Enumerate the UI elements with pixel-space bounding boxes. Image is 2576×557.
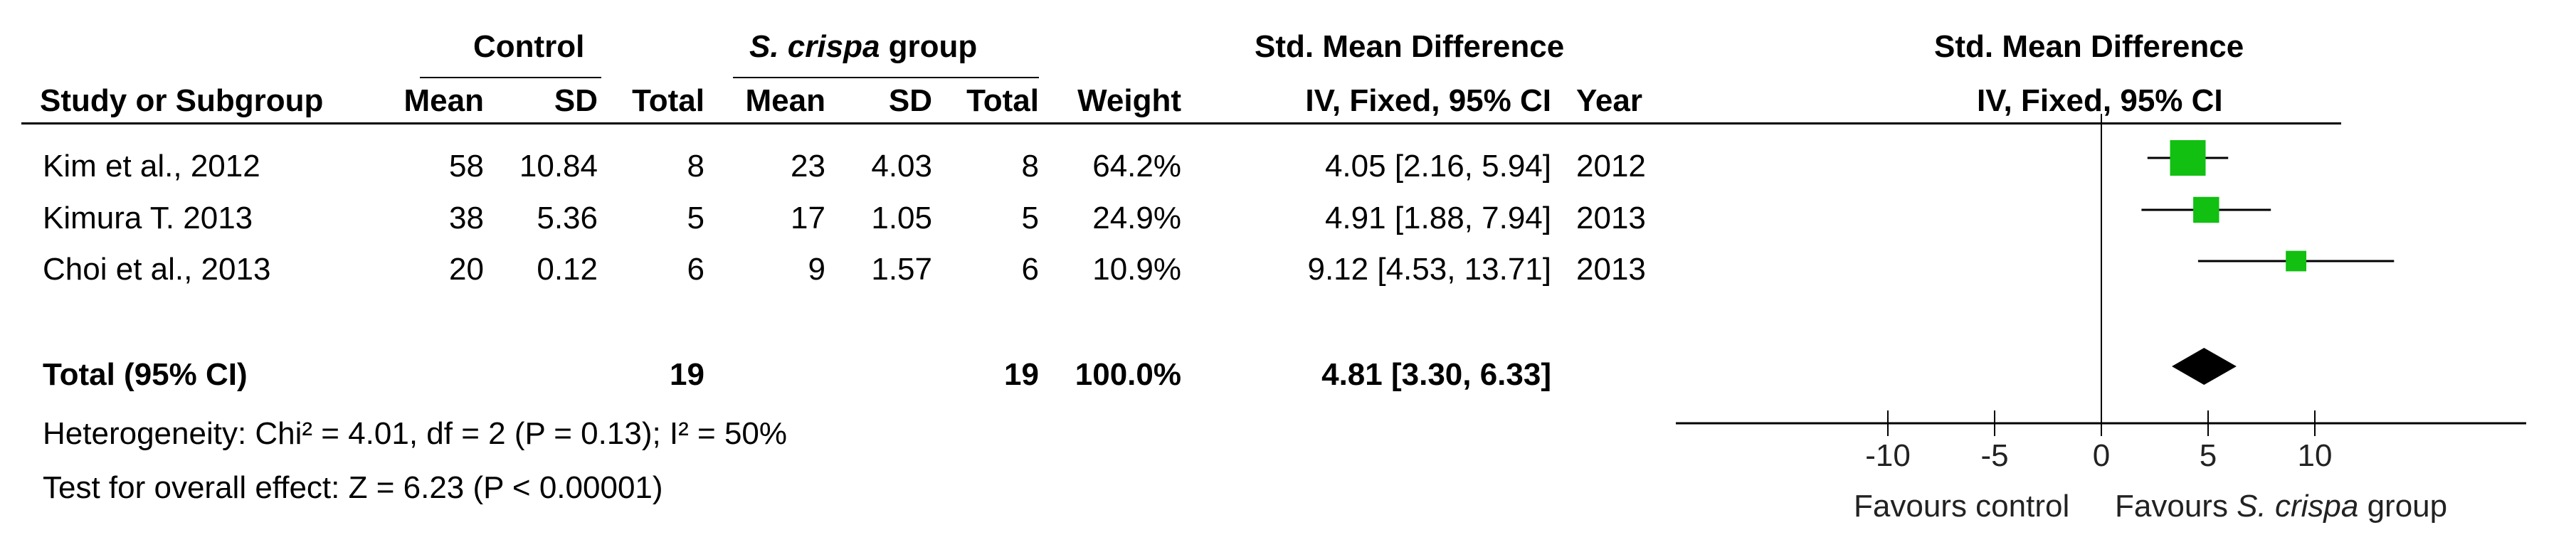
col-mean-control-header: Mean	[403, 83, 484, 118]
study-marker	[2286, 250, 2307, 272]
total-weight: 100.0%	[1075, 357, 1181, 392]
favours-treatment-prefix: Favours	[2115, 489, 2237, 524]
col-mean-treat-header: Mean	[745, 83, 825, 118]
weight: 64.2%	[1092, 149, 1181, 184]
col-year-header: Year	[1576, 83, 1642, 118]
total-treatment-n: 19	[1004, 357, 1039, 392]
total-label: Total (95% CI)	[43, 357, 248, 392]
year: 2012	[1576, 149, 1646, 184]
study-name: Kimura T. 2013	[43, 201, 253, 235]
favours-control-label: Favours control	[1854, 489, 2070, 524]
col-sd-control-header: SD	[554, 83, 598, 118]
plot-title: Std. Mean Difference	[1934, 29, 2244, 64]
mean-treatment: 23	[791, 149, 825, 184]
weight: 24.9%	[1092, 201, 1181, 235]
treatment-group-rest: group	[880, 29, 978, 64]
total-control: 6	[687, 252, 704, 287]
total-control-n: 19	[670, 357, 704, 392]
x-tick-label: -5	[1980, 438, 2008, 473]
sd-control: 5.36	[537, 201, 598, 235]
treatment-group-italic: S. crispa	[749, 29, 880, 64]
sd-treatment: 1.05	[871, 201, 932, 235]
header-rule-main	[21, 122, 2341, 124]
col-total-control-header: Total	[632, 83, 704, 118]
x-tick-label: 10	[2298, 438, 2333, 473]
sd-treatment: 1.57	[871, 252, 932, 287]
total-treatment: 5	[1021, 201, 1039, 235]
study-name: Kim et al., 2012	[43, 149, 260, 184]
summary-diamond	[2172, 348, 2237, 385]
mean-control: 20	[449, 252, 484, 287]
plot-subtitle: IV, Fixed, 95% CI	[1977, 83, 2223, 118]
mean-treatment: 17	[791, 201, 825, 235]
x-tick-label: 0	[2093, 438, 2110, 473]
header-rule-control	[420, 77, 601, 78]
total-ci-text: 4.81 [3.30, 6.33]	[1321, 357, 1551, 392]
study-marker	[2170, 140, 2206, 176]
col-weight-header: Weight	[1077, 83, 1181, 118]
favours-treatment-suffix: group	[2358, 489, 2448, 524]
forest-plot: -10 -5 0 5 10	[1676, 114, 2526, 473]
control-group-header: Control	[473, 29, 585, 64]
treatment-group-header: S. crispa group	[749, 31, 977, 63]
favours-treatment-italic: S. crispa	[2237, 489, 2359, 524]
overall-effect-text: Test for overall effect: Z = 6.23 (P < 0…	[43, 470, 663, 505]
total-control: 5	[687, 201, 704, 235]
total-control: 8	[687, 149, 704, 184]
col-study-header: Study or Subgroup	[40, 83, 324, 118]
col-total-treat-header: Total	[966, 83, 1039, 118]
year: 2013	[1576, 252, 1646, 287]
total-treatment: 6	[1021, 252, 1039, 287]
sd-control: 0.12	[537, 252, 598, 287]
sd-treatment: 4.03	[871, 149, 932, 184]
col-ci-header: IV, Fixed, 95% CI	[1305, 83, 1551, 118]
weight: 10.9%	[1092, 252, 1181, 287]
ci-text: 4.05 [2.16, 5.94]	[1324, 149, 1551, 184]
smd-column-header: Std. Mean Difference	[1255, 29, 1565, 64]
study-marker	[2193, 196, 2219, 223]
x-tick-label: -10	[1865, 438, 1911, 473]
mean-treatment: 9	[808, 252, 825, 287]
mean-control: 58	[449, 149, 484, 184]
col-sd-treat-header: SD	[888, 83, 932, 118]
heterogeneity-text: Heterogeneity: Chi² = 4.01, df = 2 (P = …	[43, 416, 788, 451]
study-name: Choi et al., 2013	[43, 252, 271, 287]
year: 2013	[1576, 201, 1646, 235]
x-tick-label: 5	[2200, 438, 2217, 473]
ci-text: 4.91 [1.88, 7.94]	[1324, 201, 1551, 235]
header-rule-treatment	[733, 77, 1039, 78]
sd-control: 10.84	[519, 149, 598, 184]
favours-treatment-label: Favours S. crispa group	[2115, 491, 2447, 522]
total-treatment: 8	[1021, 149, 1039, 184]
mean-control: 38	[449, 201, 484, 235]
ci-text: 9.12 [4.53, 13.71]	[1307, 252, 1551, 287]
